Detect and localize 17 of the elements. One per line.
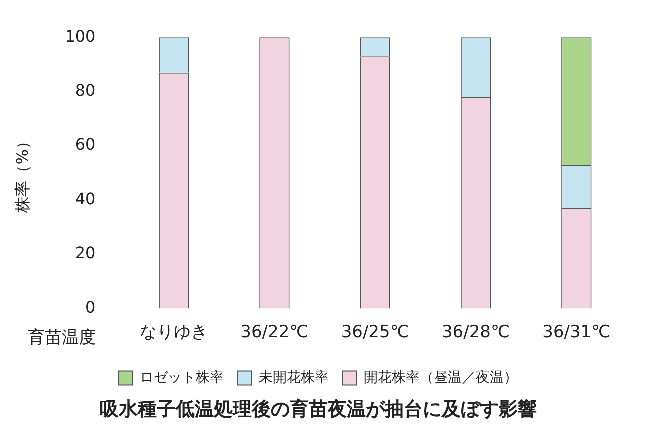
x-tick-label: 36/25℃ <box>341 322 410 342</box>
y-tick-label: 40 <box>75 189 96 208</box>
legend-label: 未開花株率 <box>259 370 329 386</box>
text: 吸水種子低温処理後の育苗夜温が抽台に及ぼす影響 <box>100 398 537 421</box>
y-tick-label: 0 <box>86 298 96 317</box>
y-axis-title: 株率（%） <box>12 134 32 214</box>
legend-label: ロゼット株率 <box>140 370 224 386</box>
y-tick-label: 100 <box>65 26 96 46</box>
x-axis-title: 育苗温度 <box>28 328 96 348</box>
x-tick-label: なりゆき <box>140 322 208 342</box>
y-tick-label: 20 <box>75 244 96 263</box>
x-tick-label: 36/22℃ <box>240 322 309 342</box>
x-tick-label: 36/31℃ <box>542 322 611 342</box>
legend-label: 開花株率（昼温／夜温） <box>364 370 518 386</box>
y-tick-label: 60 <box>75 135 96 154</box>
x-tick-label: 36/28℃ <box>442 322 510 342</box>
y-tick-label: 80 <box>75 80 96 100</box>
